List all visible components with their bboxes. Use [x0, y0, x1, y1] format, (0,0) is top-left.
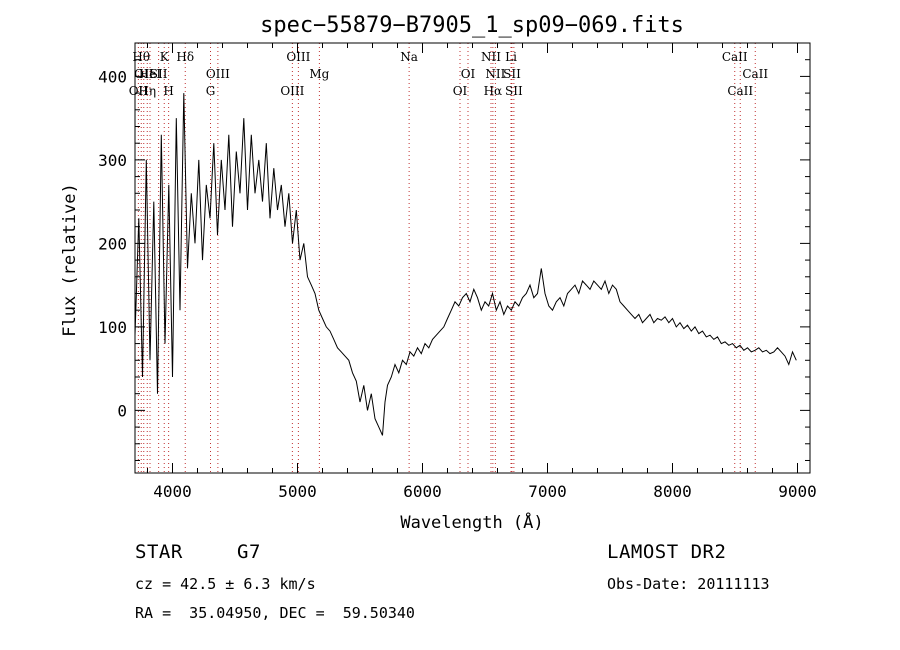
y-tick-label-0: 0 [117, 401, 127, 420]
line-marker-label-23: CaII [722, 50, 748, 64]
line-marker-label-24: CaII [727, 84, 753, 98]
object-class: STAR [135, 541, 183, 563]
ra-dec-coordinates: RA = 35.04950, DEC = 59.50340 [135, 604, 415, 622]
y-tick-label-3: 300 [98, 151, 127, 170]
x-tick-label-2: 6000 [403, 482, 442, 501]
y-tick-label-1: 100 [98, 318, 127, 337]
line-marker-label-18: Hα [484, 84, 503, 98]
x-tick-label-5: 9000 [778, 482, 817, 501]
line-marker-label-4: HeI [139, 67, 162, 81]
object-subclass: G7 [237, 541, 261, 563]
y-tick-label-2: 200 [98, 234, 127, 253]
y-tick-label-4: 400 [98, 67, 127, 86]
line-marker-label-5: SII [150, 67, 168, 81]
line-marker-label-22: SII [505, 84, 523, 98]
x-tick-label-1: 5000 [278, 482, 317, 501]
line-marker-label-11: OIII [280, 84, 304, 98]
line-marker-label-17: NII [481, 50, 501, 64]
line-marker-label-0: Hθ [132, 50, 150, 64]
plot-frame [134, 42, 811, 474]
line-marker-label-25: CaII [742, 67, 768, 81]
line-marker-label-10: OIII [206, 67, 230, 81]
x-tick-label-3: 7000 [528, 482, 567, 501]
line-marker-label-3: Hη [138, 84, 156, 98]
line-marker-label-2: OII [134, 67, 154, 81]
observation-date: Obs-Date: 20111113 [607, 575, 770, 593]
x-axis-label: Wavelength (Å) [400, 511, 543, 533]
x-axis-ticks: 4000 5000 6000 7000 8000 9000 [147, 43, 817, 501]
line-marker-label-19: NII [485, 67, 505, 81]
y-axis-ticks: 0 100 200 300 400 [98, 42, 810, 461]
spectral-line-labels: HθOIIOIIHηHeISIIKHHδGOIIIOIIIOIIIMgNaOIO… [129, 50, 769, 98]
line-marker-label-14: Na [400, 50, 418, 64]
redshift-cz: cz = 42.5 ± 6.3 km/s [135, 575, 316, 593]
line-marker-label-21: SII [503, 67, 521, 81]
survey-name: LAMOST DR2 [607, 541, 727, 563]
y-axis-label: Flux (relative) [60, 183, 80, 337]
x-tick-label-0: 4000 [153, 482, 192, 501]
line-marker-label-8: Hδ [176, 50, 194, 64]
x-tick-label-4: 8000 [653, 482, 692, 501]
line-marker-label-13: Mg [309, 67, 329, 81]
line-marker-label-15: OI [453, 84, 468, 98]
line-marker-label-12: OIII [286, 50, 310, 64]
line-marker-label-20: Li [505, 50, 517, 64]
line-marker-label-9: G [206, 84, 216, 98]
spectrum-series-line [134, 93, 797, 436]
line-marker-label-6: K [160, 50, 170, 64]
chart-title: spec−55879−B7905_1_sp09−069.fits [260, 13, 684, 38]
line-marker-label-7: H [163, 84, 173, 98]
line-marker-label-1: OII [129, 84, 149, 98]
spectral-line-markers [137, 43, 756, 473]
line-marker-label-16: OI [461, 67, 476, 81]
